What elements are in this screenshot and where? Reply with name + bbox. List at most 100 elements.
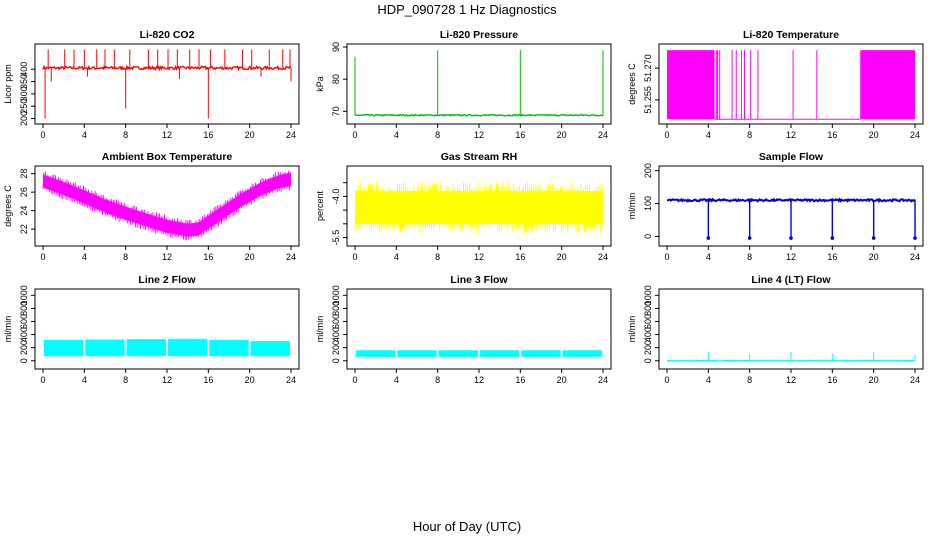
x-tick-label: 0 — [352, 375, 357, 385]
series-data — [42, 49, 292, 119]
series-band — [44, 339, 84, 357]
x-tick-label: 24 — [910, 130, 920, 140]
x-tick-label: 24 — [598, 252, 608, 262]
x-tick-label: 4 — [706, 130, 711, 140]
chart-panel: Sample Flow ml/min 0 4 8 12 16 20 24 0 100 200 — [627, 151, 924, 262]
y-tick-label: 24 — [19, 206, 29, 216]
dip-point — [830, 236, 835, 240]
x-tick-label: 20 — [869, 130, 879, 140]
x-tick-label: 20 — [557, 252, 567, 262]
y-tick-label: 100 — [643, 196, 653, 211]
y-tick-label: 200 — [643, 163, 653, 178]
x-tick-label: 12 — [786, 375, 796, 385]
x-tick-label: 8 — [123, 130, 128, 140]
x-tick-label: 4 — [706, 252, 711, 262]
y-tick-label: 200 — [331, 340, 341, 355]
chart-panel: Line 2 Flow ml/min 0 4 8 12 16 20 24 0 20040060080… — [3, 274, 300, 385]
plot-frame — [346, 288, 612, 370]
y-axis-label: ml/min — [627, 316, 637, 343]
x-tick-label: 12 — [162, 252, 172, 262]
y-tick-label: 400 — [19, 327, 29, 342]
x-tick-label: 0 — [664, 252, 669, 262]
dip-point — [871, 236, 876, 240]
dip-point — [706, 236, 711, 240]
x-tick-label: 24 — [598, 375, 608, 385]
x-tick-label: 16 — [515, 252, 525, 262]
x-tick-label: 8 — [747, 252, 752, 262]
x-tick-label: 12 — [786, 252, 796, 262]
series-data — [354, 181, 604, 234]
x-tick-label: 16 — [827, 375, 837, 385]
x-tick-label: 8 — [435, 252, 440, 262]
chart-title: Line 4 (LT) Flow — [751, 274, 831, 286]
y-tick-label: 0 — [19, 358, 29, 363]
dip-point — [789, 236, 793, 240]
chart-title: Li-820 Temperature — [743, 29, 839, 41]
y-axis-label: degrees C — [627, 63, 637, 105]
y-tick-label: 51.255 — [643, 86, 653, 114]
y-tick-label: 250 — [19, 99, 29, 114]
x-tick-label: 4 — [82, 252, 87, 262]
y-tick-label: 22 — [19, 224, 29, 234]
y-tick-label: 400 — [331, 327, 341, 342]
chart-title: Gas Stream RH — [441, 151, 517, 163]
dip-point — [913, 236, 917, 240]
x-tick-label: 20 — [245, 130, 255, 140]
series-band — [397, 350, 437, 357]
y-axis-label: ml/min — [315, 316, 325, 343]
dense-region — [667, 50, 715, 120]
x-tick-label: 20 — [245, 375, 255, 385]
x-tick-label: 20 — [557, 375, 567, 385]
x-tick-label: 8 — [123, 252, 128, 262]
y-axis-label: Licor ppm — [3, 64, 13, 104]
y-tick-label: 51.270 — [643, 54, 653, 82]
x-tick-label: 16 — [827, 130, 837, 140]
x-tick-label: 24 — [598, 130, 608, 140]
series-data — [356, 350, 602, 357]
x-tick-label: 12 — [474, 252, 484, 262]
y-axis-label: ml/min — [627, 193, 637, 220]
y-tick-label: 200 — [19, 111, 29, 126]
chart-panel: Gas Stream RH percent 0 4 8 12 16 20 24 -5.5 -4.0 — [315, 151, 612, 262]
y-tick-label: 1000 — [643, 285, 653, 305]
chart-title: Li-820 Pressure — [440, 29, 518, 41]
x-tick-label: 0 — [664, 130, 669, 140]
plot-frame — [34, 43, 300, 125]
x-tick-label: 0 — [40, 130, 45, 140]
x-tick-label: 4 — [394, 130, 399, 140]
figure-xlabel: Hour of Day (UTC) — [413, 519, 521, 534]
x-tick-label: 0 — [352, 130, 357, 140]
plot-frame — [346, 43, 612, 125]
y-axis-label: percent — [315, 190, 325, 221]
x-tick-label: 24 — [286, 130, 296, 140]
x-tick-label: 24 — [910, 252, 920, 262]
x-tick-label: 20 — [245, 252, 255, 262]
x-tick-label: 8 — [747, 130, 752, 140]
y-tick-label: 350 — [19, 74, 29, 89]
x-tick-label: 20 — [869, 375, 879, 385]
y-tick-label: -4.0 — [331, 189, 341, 205]
x-tick-label: 12 — [786, 130, 796, 140]
y-tick-label: 0 — [643, 358, 653, 363]
series-band — [209, 339, 249, 357]
x-tick-label: 8 — [435, 130, 440, 140]
y-axis-label: kPa — [315, 76, 325, 92]
x-tick-label: 8 — [435, 375, 440, 385]
chart-title: Li-820 CO2 — [140, 29, 195, 41]
series-band — [356, 350, 396, 357]
y-tick-label: -5.5 — [331, 230, 341, 246]
chart-title: Sample Flow — [759, 151, 824, 163]
x-tick-label: 8 — [747, 375, 752, 385]
x-tick-label: 4 — [394, 252, 399, 262]
x-tick-label: 4 — [82, 375, 87, 385]
chart-panel: Li-820 Pressure kPa 0 4 8 12 16 20 24 70 80 90 — [315, 29, 612, 140]
y-tick-label: 600 — [331, 314, 341, 329]
x-tick-label: 16 — [515, 375, 525, 385]
chart-panel: Line 3 Flow ml/min 0 4 8 12 16 20 24 0 20040060080… — [315, 274, 612, 385]
series-band — [521, 350, 561, 357]
x-tick-label: 16 — [203, 130, 213, 140]
y-tick-label: 400 — [643, 327, 653, 342]
series-band — [85, 339, 125, 357]
